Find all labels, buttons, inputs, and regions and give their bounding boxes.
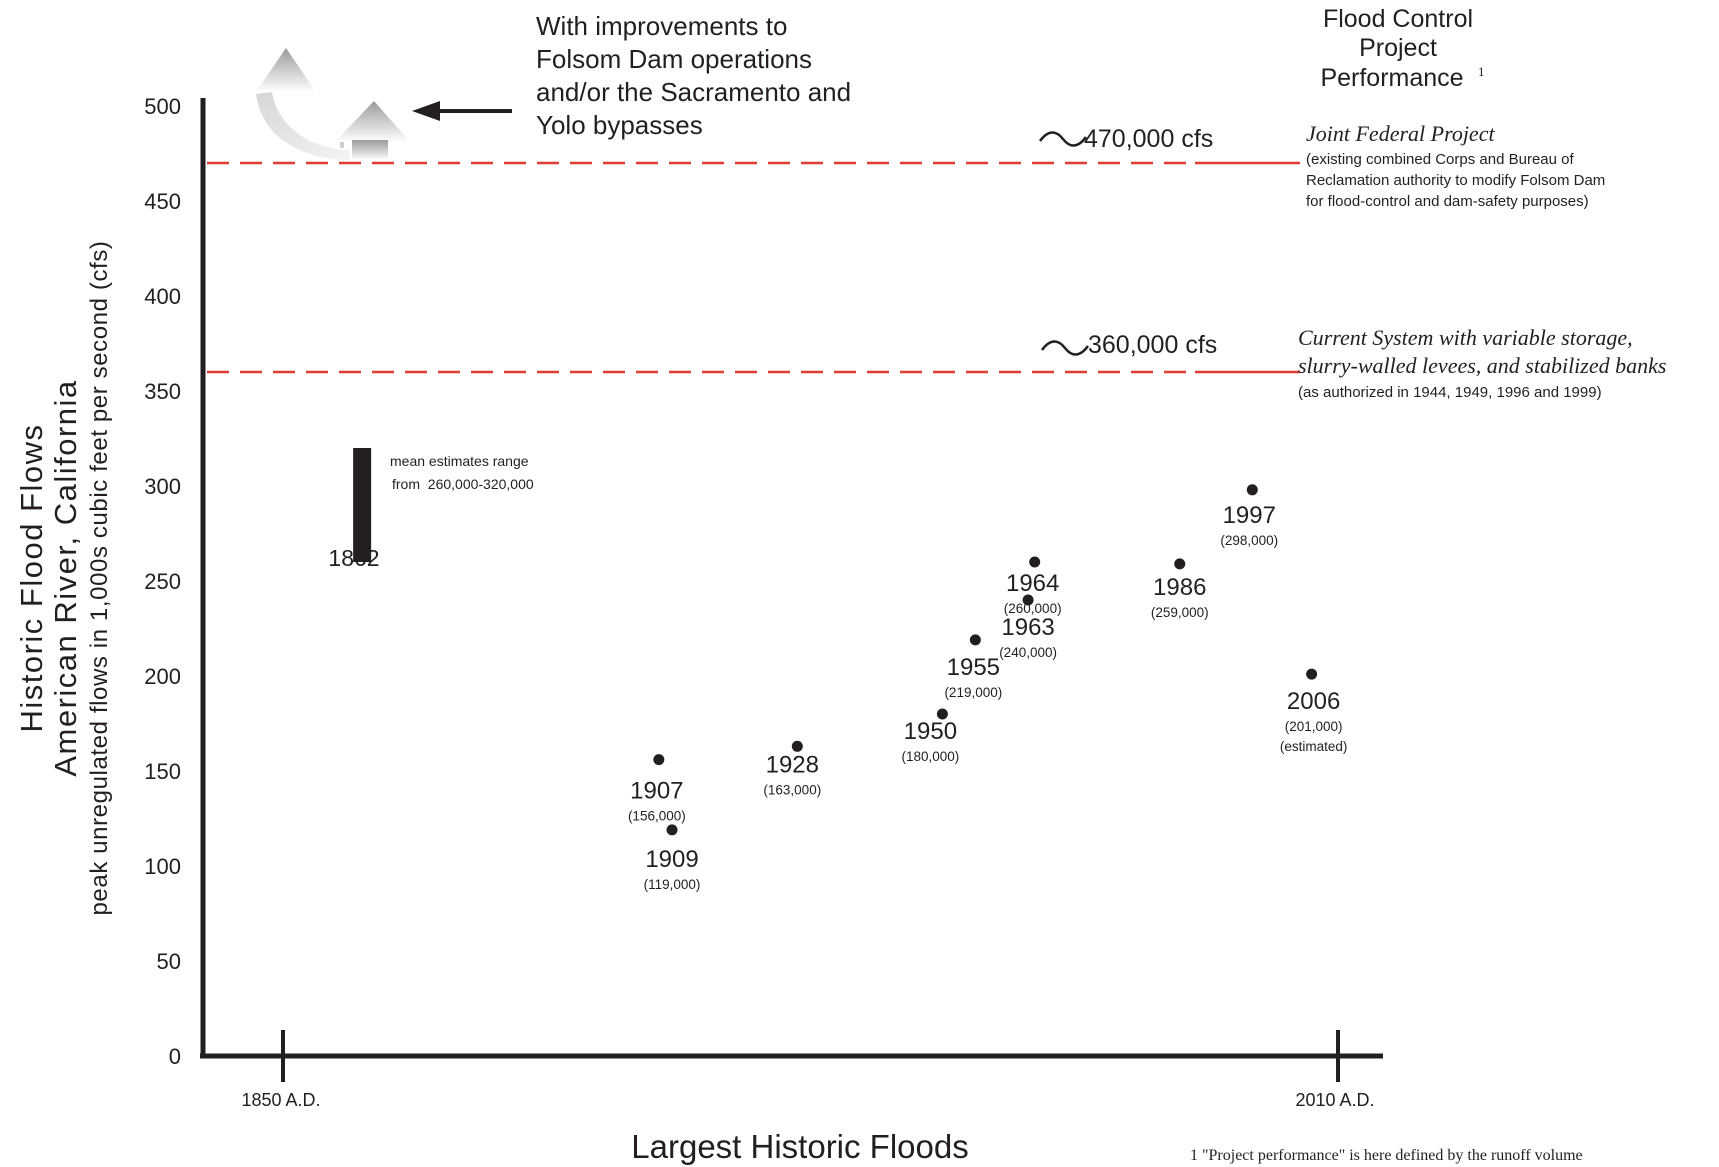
data-point-1928: [791, 740, 803, 752]
annotation-line-1: With improvements to: [536, 11, 787, 41]
y-tick-label-450: 450: [144, 189, 181, 214]
data-point-1907: [653, 754, 665, 766]
approx-tilde-icon: [1038, 131, 1088, 147]
reference-desc-470-line-1: (existing combined Corps and Bureau of: [1306, 151, 1574, 168]
data-point-1955: [969, 634, 981, 646]
point-group-1964: 1964 (260,000): [1004, 556, 1062, 616]
reference-desc-470-line-3: for flood-control and dam-safety purpose…: [1306, 193, 1589, 210]
y-tick-label-400: 400: [144, 284, 181, 309]
chart-title-line-2: Project: [1359, 34, 1437, 62]
point-value-1986: (259,000): [1151, 605, 1209, 620]
point-group-1955: 1955 (219,000): [944, 634, 1002, 700]
approx-tilde-icon: [1040, 340, 1090, 356]
reference-lines: [207, 161, 1300, 374]
data-point-1950: [936, 708, 948, 720]
reference-label-470: 470,000 cfs Joint Federal Project (exist…: [1038, 121, 1605, 210]
y-tick-label-250: 250: [144, 569, 181, 594]
annotation-line-4: Yolo bypasses: [536, 110, 703, 140]
data-point-1909: [666, 824, 678, 836]
point-label-1907: 1907: [630, 778, 683, 805]
chart-title-line-1: Flood Control: [1323, 5, 1473, 33]
range-bar-1862: 1862 mean estimates range from 260,000-3…: [328, 448, 534, 571]
reference-desc-470-line-2: Reclamation authority to modify Folsom D…: [1306, 172, 1605, 189]
data-points: 1907(156,000)1909(119,000)1928(163,000)1…: [628, 484, 1347, 892]
y-tick-label-200: 200: [144, 664, 181, 689]
point-label-1963: 1963: [1001, 614, 1054, 641]
y-tick-label-0: 0: [169, 1044, 181, 1069]
point-group-1986: 1986 (259,000): [1151, 558, 1209, 620]
data-point-1963: [1022, 594, 1034, 606]
point-label-1909: 1909: [645, 846, 698, 873]
y-axis-title-line-1: Historic Flood Flows: [14, 423, 49, 732]
y-axis-title: Historic Flood Flows American River, Cal…: [14, 240, 113, 915]
point-group-1963: 1963 (240,000): [999, 594, 1057, 660]
y-tick-labels: 0 50 100 150 200 250 300 350 400 450 500: [144, 94, 181, 1069]
improvements-annotation: With improvements to Folsom Dam operatio…: [536, 11, 851, 140]
point-group-1928: 1928 (163,000): [763, 740, 821, 797]
annotation-line-3: and/or the Sacramento and: [536, 77, 851, 107]
point-label-1950: 1950: [904, 718, 957, 745]
data-point-1964: [1029, 556, 1041, 568]
reference-title-360-line-2: slurry-walled levees, and stabilized ban…: [1298, 353, 1666, 378]
point-value-1928: (163,000): [763, 782, 821, 797]
range-bar-label: 1862: [328, 545, 379, 571]
point-label-1986: 1986: [1153, 574, 1206, 601]
point-group-1950: 1950 (180,000): [901, 708, 959, 764]
data-point-1986: [1174, 558, 1186, 570]
y-axis-title-line-2: American River, California: [48, 379, 83, 776]
reference-title-470: Joint Federal Project: [1306, 121, 1495, 146]
reference-label-360: 360,000 cfs Current System with variable…: [1040, 325, 1666, 401]
x-tick-label-1850: 1850 A.D.: [241, 1090, 320, 1110]
point-value-1907: (156,000): [628, 809, 686, 824]
x-axis-title: Largest Historic Floods: [631, 1128, 968, 1165]
range-bar-note-line-2: from 260,000-320,000: [392, 476, 534, 492]
data-point-2006: [1306, 668, 1318, 680]
point-label-1997: 1997: [1223, 502, 1276, 529]
y-tick-label-50: 50: [157, 949, 181, 974]
y-tick-label-100: 100: [144, 854, 181, 879]
point-label-1964: 1964: [1006, 570, 1059, 597]
point-label-1928: 1928: [766, 751, 819, 778]
range-bar-note-line-1: mean estimates range: [390, 453, 529, 469]
chart-title: Flood Control Project Performance 1: [1320, 5, 1484, 92]
x-tick-label-2010: 2010 A.D.: [1295, 1090, 1374, 1110]
point-group-1909: 1909 (119,000): [644, 824, 701, 892]
point-value-1909: (119,000): [644, 877, 701, 892]
point-label-2006: 2006: [1287, 688, 1340, 715]
point-note-2006: (estimated): [1280, 739, 1348, 754]
annotation-line-2: Folsom Dam operations: [536, 44, 812, 74]
point-value-1964: (260,000): [1004, 601, 1062, 616]
point-label-1955: 1955: [947, 654, 1000, 681]
footnote: 1 "Project performance" is here defined …: [1190, 1147, 1583, 1164]
data-point-1997: [1246, 484, 1258, 496]
point-value-1963: (240,000): [999, 645, 1057, 660]
point-group-1907: 1907 (156,000): [628, 754, 686, 824]
point-group-2006: 2006 (201,000) (estimated): [1280, 668, 1348, 754]
left-arrow-icon: [412, 101, 512, 121]
chart-title-line-3: Performance: [1320, 64, 1463, 92]
chart-title-footnote-mark: 1: [1478, 64, 1485, 79]
y-tick-label-500: 500: [144, 94, 181, 119]
y-tick-label-150: 150: [144, 759, 181, 784]
y-tick-label-300: 300: [144, 474, 181, 499]
upward-curve-arrow-icon: [256, 48, 410, 160]
point-value-1955: (219,000): [944, 685, 1002, 700]
reference-title-360-line-1: Current System with variable storage,: [1298, 325, 1633, 350]
reference-desc-360-line-1: (as authorized in 1944, 1949, 1996 and 1…: [1298, 384, 1602, 401]
point-value-1950: (180,000): [901, 749, 959, 764]
axes: [200, 98, 1383, 1082]
y-tick-label-350: 350: [144, 379, 181, 404]
reference-value-360: 360,000 cfs: [1088, 331, 1217, 359]
point-value-2006: (201,000): [1285, 719, 1343, 734]
range-bar-mark: [353, 448, 372, 562]
reference-value-470: 470,000 cfs: [1084, 125, 1213, 153]
y-axis-title-line-3: peak unregulated flows in 1,000s cubic f…: [86, 240, 113, 915]
point-value-1997: (298,000): [1220, 533, 1278, 548]
point-group-1997: 1997 (298,000): [1220, 484, 1278, 548]
